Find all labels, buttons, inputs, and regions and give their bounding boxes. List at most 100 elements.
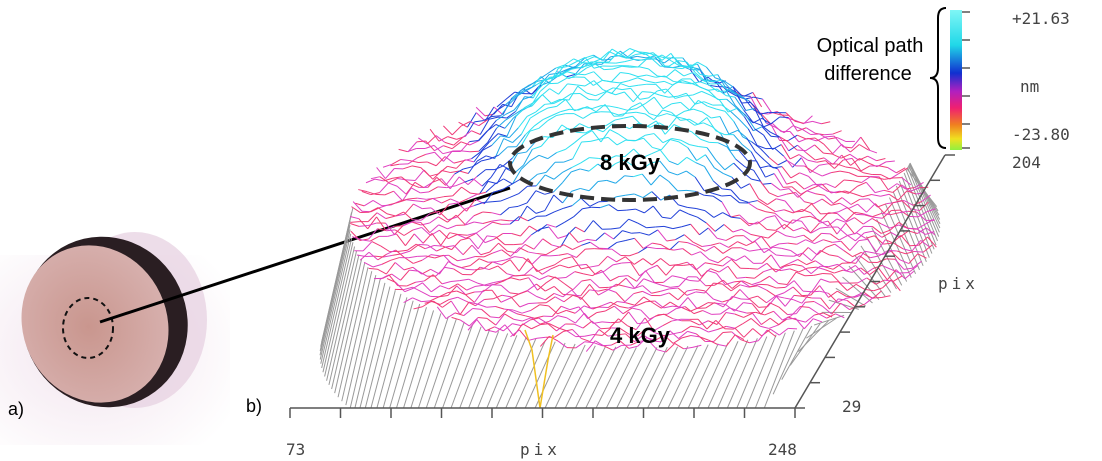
surface-line xyxy=(635,52,645,56)
surface-line xyxy=(677,156,688,166)
surface-line xyxy=(626,208,636,211)
surface-line xyxy=(801,215,811,218)
surface-line xyxy=(501,277,512,282)
surface-line xyxy=(892,184,902,193)
surface-line xyxy=(396,185,407,195)
surface-line xyxy=(528,337,538,341)
surface-line xyxy=(588,99,598,101)
surface-line xyxy=(571,197,582,206)
surface-line xyxy=(905,250,915,255)
surface-line xyxy=(418,161,428,164)
surface-line xyxy=(391,159,402,165)
surface-line xyxy=(606,179,616,184)
surface-line xyxy=(927,236,937,248)
surface-line xyxy=(836,163,846,168)
surface-line xyxy=(715,108,726,112)
surface-line xyxy=(884,279,894,282)
surface-line xyxy=(453,245,464,256)
surface-line xyxy=(602,58,612,61)
surface-line xyxy=(759,325,770,329)
surface-line xyxy=(595,104,606,113)
surface-line xyxy=(916,211,927,221)
surface-line xyxy=(678,261,688,266)
surface-line xyxy=(838,298,848,301)
surface-line xyxy=(485,155,495,159)
surface-line xyxy=(404,287,414,293)
surface-line xyxy=(501,259,511,266)
surface-line xyxy=(916,223,926,230)
surface-line xyxy=(781,166,792,179)
surface-line xyxy=(471,160,482,168)
surface-line xyxy=(625,333,635,343)
surface-line xyxy=(441,169,451,174)
surface-line xyxy=(473,221,484,225)
surface-line xyxy=(779,263,790,269)
surface-line xyxy=(581,140,591,143)
surface-line xyxy=(574,271,584,275)
surface-line xyxy=(808,306,819,314)
surface-line xyxy=(616,240,626,243)
surface-line xyxy=(491,219,501,222)
surface-line xyxy=(638,83,648,86)
surface-line xyxy=(828,212,838,214)
surface-line xyxy=(513,99,524,111)
surface-line xyxy=(771,183,781,191)
surface-line xyxy=(422,282,432,293)
surface-line xyxy=(810,222,820,234)
skirt-line xyxy=(754,332,786,409)
surface-line xyxy=(490,164,501,178)
surface-line xyxy=(647,246,657,249)
surface-line xyxy=(872,226,882,234)
surface-line xyxy=(661,54,672,62)
photo xyxy=(0,232,230,445)
surface-line xyxy=(798,154,809,161)
surface-line xyxy=(494,178,504,185)
surface-line xyxy=(766,329,777,338)
surface-line xyxy=(447,136,457,140)
surface-line xyxy=(451,316,461,321)
surface-line xyxy=(429,296,440,302)
surface-line xyxy=(404,203,414,215)
surface-line xyxy=(795,301,806,314)
surface-line xyxy=(605,305,615,312)
surface-line xyxy=(494,138,505,159)
surface-line xyxy=(703,101,714,106)
surface-line xyxy=(856,232,866,239)
surface-line xyxy=(643,242,653,249)
surface-line xyxy=(546,276,556,284)
surface-line xyxy=(691,82,701,88)
surface-line xyxy=(580,197,591,207)
dose-label: 8 kGy xyxy=(600,150,661,175)
surface-line xyxy=(711,126,722,135)
surface-line xyxy=(827,218,838,227)
surface-line xyxy=(824,194,834,204)
surface-line xyxy=(646,80,656,84)
surface-line xyxy=(551,98,561,104)
skirt-line xyxy=(468,331,500,409)
surface-line xyxy=(818,185,828,192)
surface-line xyxy=(636,301,647,306)
surface-line xyxy=(810,215,820,221)
surface-line xyxy=(379,176,389,183)
surface-line xyxy=(654,313,665,317)
surface-line xyxy=(370,192,380,196)
surface-line xyxy=(637,222,647,229)
surface-line xyxy=(411,221,421,226)
surface-line xyxy=(854,291,865,297)
surface-line xyxy=(802,290,812,293)
surface-line xyxy=(536,295,546,301)
surface-line xyxy=(600,269,611,282)
surface-line xyxy=(450,198,460,204)
surface-line xyxy=(779,242,788,245)
surface-line xyxy=(574,135,584,144)
surface-line xyxy=(368,228,378,240)
surface-line xyxy=(633,193,644,199)
surface-line xyxy=(598,255,608,266)
surface-line xyxy=(624,159,634,167)
surface-line xyxy=(748,200,758,203)
surface-line xyxy=(756,208,767,213)
surface-line xyxy=(740,183,750,189)
surface-line xyxy=(444,156,455,164)
surface-line xyxy=(447,285,458,296)
surface-line xyxy=(533,94,543,103)
